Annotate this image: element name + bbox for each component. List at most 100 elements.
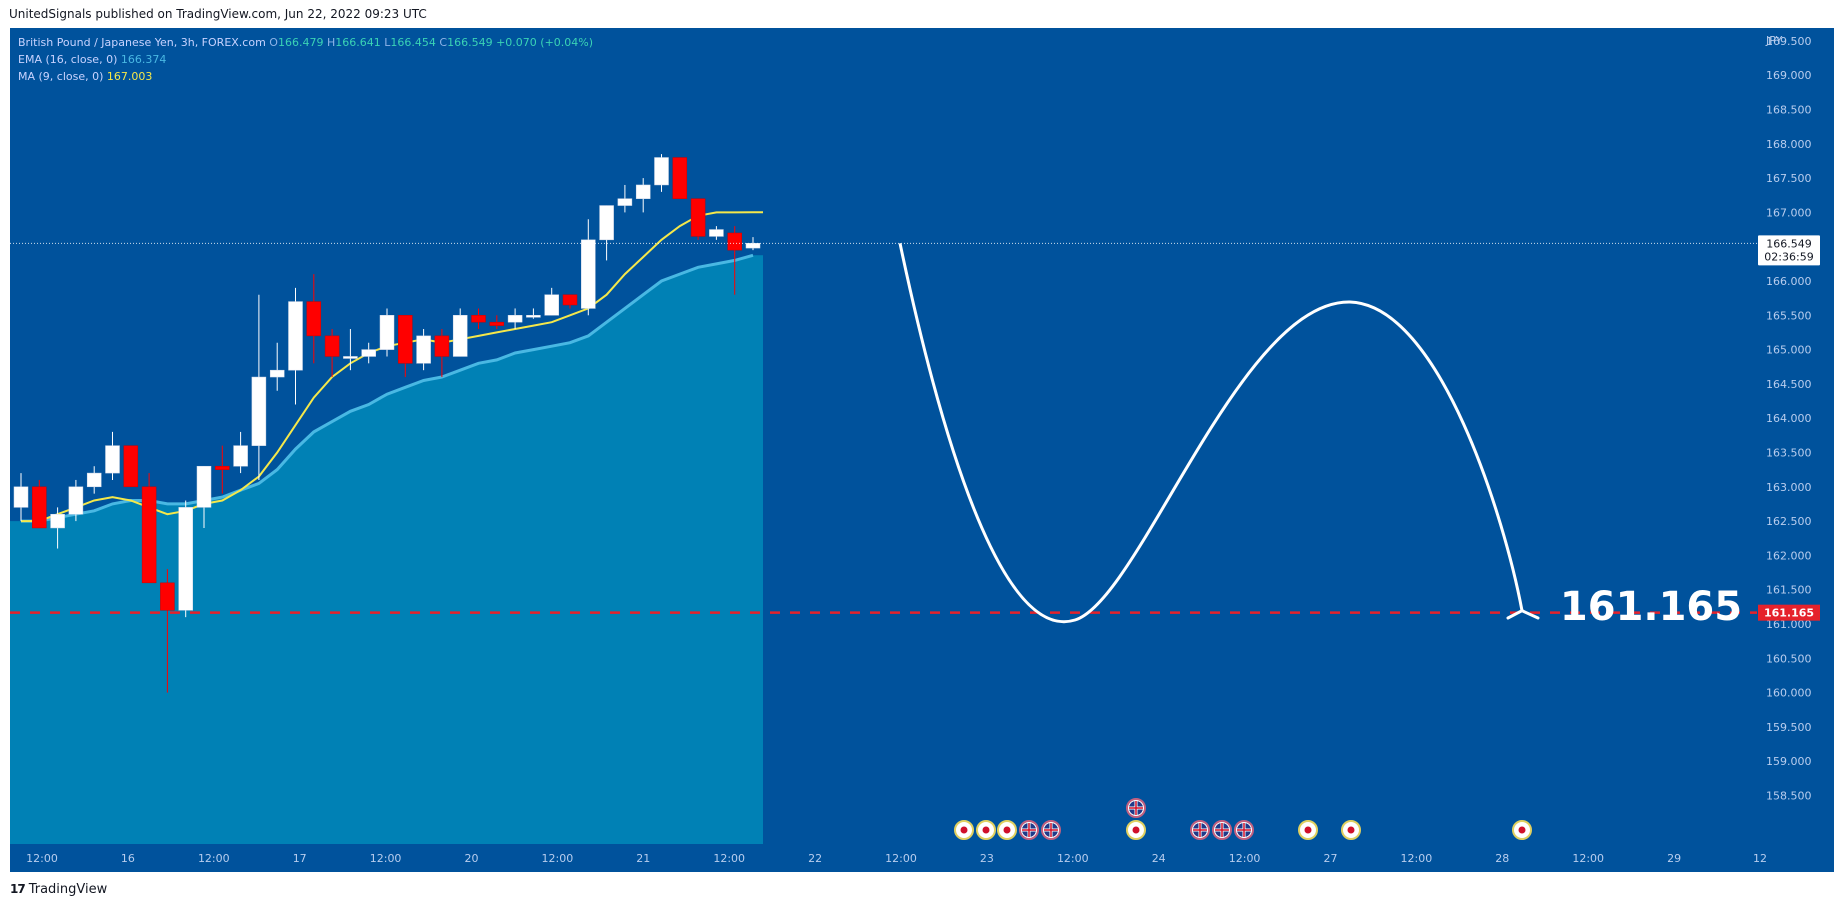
candle[interactable]	[635, 178, 651, 213]
japan-sun	[1304, 826, 1312, 834]
candle-body	[709, 229, 724, 237]
price-axis-background[interactable]	[1757, 28, 1834, 844]
price-tick-label: 164.500	[1766, 378, 1812, 391]
candle[interactable]	[196, 465, 212, 528]
price-tick-label: 164.000	[1766, 412, 1812, 425]
candle[interactable]	[288, 287, 303, 405]
japan-event-icon[interactable]	[1298, 820, 1318, 840]
candle[interactable]	[32, 479, 47, 529]
countdown-label: 02:36:59	[1764, 250, 1813, 263]
candle[interactable]	[160, 569, 175, 693]
legend-ma-value: 167.003	[106, 70, 153, 83]
time-tick-label: 12	[1753, 852, 1767, 865]
time-tick-label: 20	[465, 852, 479, 865]
japan-event-icon[interactable]	[954, 820, 974, 840]
legend-ma-label: MA (9, close, 0)	[18, 70, 104, 83]
candle[interactable]	[361, 342, 376, 364]
candle[interactable]	[343, 329, 358, 371]
candle[interactable]	[215, 445, 230, 494]
candle[interactable]	[562, 294, 578, 309]
candle[interactable]	[105, 431, 120, 480]
candle-body	[288, 301, 303, 371]
candle-body	[105, 445, 120, 474]
uk-flag-event-icon[interactable]	[1190, 820, 1210, 840]
candle[interactable]	[654, 154, 669, 192]
candle-body	[690, 198, 706, 237]
candle-body	[617, 198, 633, 206]
japan-event-icon[interactable]	[997, 820, 1017, 840]
candle[interactable]	[452, 308, 468, 357]
candle[interactable]	[544, 287, 559, 316]
legend-close: 166.549	[447, 36, 493, 49]
price-tick-label: 167.500	[1766, 172, 1812, 185]
time-tick-label: 23	[980, 852, 994, 865]
price-tick-label: 167.000	[1766, 206, 1812, 219]
candle[interactable]	[251, 294, 267, 480]
tradingview-logo[interactable]: 17 TradingView	[10, 882, 108, 897]
time-tick-label: 22	[808, 852, 822, 865]
candle[interactable]	[745, 237, 761, 251]
candle[interactable]	[86, 466, 102, 494]
time-axis-background[interactable]	[10, 844, 1834, 872]
candle[interactable]	[617, 184, 633, 213]
candle[interactable]	[398, 315, 413, 378]
time-tick-label: 12:00	[885, 852, 917, 865]
candle-body	[178, 507, 193, 611]
candle-body	[635, 184, 651, 199]
candle[interactable]	[581, 219, 596, 316]
candle[interactable]	[123, 445, 139, 488]
price-tick-label: 159.000	[1766, 755, 1812, 768]
japan-event-icon[interactable]	[1126, 820, 1146, 840]
candle[interactable]	[416, 329, 431, 371]
candle[interactable]	[690, 198, 706, 240]
candle[interactable]	[141, 473, 157, 584]
candle-body	[32, 486, 47, 529]
projection-path[interactable]	[898, 243, 1524, 624]
time-tick-label: 21	[636, 852, 650, 865]
candle[interactable]	[178, 500, 193, 618]
candle[interactable]	[727, 226, 742, 295]
candle-body	[233, 445, 248, 467]
footer: 17 TradingView	[0, 872, 1834, 907]
candle[interactable]	[709, 226, 724, 240]
candle[interactable]	[68, 479, 84, 522]
candle-body	[123, 445, 139, 488]
uk-flag-event-icon[interactable]	[1041, 820, 1061, 840]
time-tick-label: 12:00	[1572, 852, 1604, 865]
candle[interactable]	[13, 473, 29, 522]
candle-body	[215, 465, 230, 470]
uk-flag-event-icon[interactable]	[1212, 820, 1232, 840]
candle[interactable]	[489, 315, 505, 330]
candle-body	[68, 486, 84, 515]
candle[interactable]	[526, 308, 541, 319]
candle[interactable]	[50, 507, 65, 549]
candle-body	[141, 486, 157, 584]
japan-event-icon[interactable]	[1512, 820, 1532, 840]
candle[interactable]	[324, 329, 340, 378]
candle[interactable]	[507, 308, 523, 330]
japan-event-icon[interactable]	[976, 820, 996, 840]
legend-ema-row[interactable]: EMA (16, close, 0) 166.374	[18, 53, 166, 66]
candle[interactable]	[306, 274, 322, 364]
candle[interactable]	[434, 329, 450, 378]
uk-flag-event-icon[interactable]	[1234, 820, 1254, 840]
candle-body	[361, 349, 376, 357]
candle-body	[86, 472, 102, 488]
candle[interactable]	[672, 157, 688, 199]
uk-flag-event-icon[interactable]	[1126, 798, 1146, 818]
candle[interactable]	[379, 308, 395, 357]
candle-body	[489, 321, 505, 326]
time-tick-label: 17	[293, 852, 307, 865]
candle[interactable]	[269, 342, 285, 391]
japan-event-icon[interactable]	[1341, 820, 1361, 840]
candle[interactable]	[599, 205, 614, 261]
time-tick-label: 29	[1667, 852, 1681, 865]
candle-body	[416, 335, 431, 364]
candle[interactable]	[471, 308, 486, 330]
candle-body	[654, 157, 669, 186]
uk-flag-event-icon[interactable]	[1019, 820, 1039, 840]
candle[interactable]	[233, 431, 248, 474]
legend-ma-row[interactable]: MA (9, close, 0) 167.003	[18, 70, 152, 83]
legend-ema-value: 166.374	[120, 53, 167, 66]
